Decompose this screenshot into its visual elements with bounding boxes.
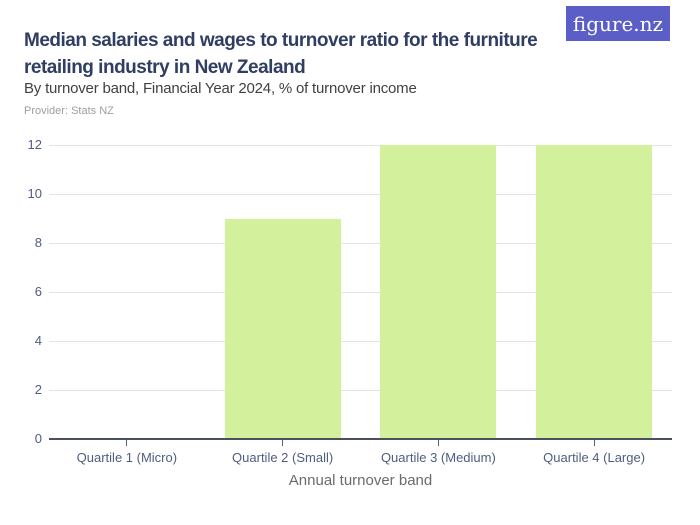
y-tick-label: 0 xyxy=(34,431,42,446)
bar xyxy=(536,145,653,439)
bar xyxy=(224,218,341,439)
x-tick-label: Quartile 3 (Medium) xyxy=(380,450,496,465)
y-tick-label: 8 xyxy=(34,235,42,250)
x-tick-mark xyxy=(126,440,128,446)
bar xyxy=(380,145,497,439)
y-tick-label: 6 xyxy=(34,284,42,299)
chart-title: Median salaries and wages to turnover ra… xyxy=(24,30,538,78)
y-tick-label: 2 xyxy=(34,382,42,397)
figurenz-logo[interactable]: figure.nz xyxy=(566,6,670,41)
grid-line xyxy=(49,389,672,391)
x-tick-label: Quartile 2 (Small) xyxy=(232,450,334,465)
grid-line xyxy=(49,340,672,342)
y-tick-label: 10 xyxy=(27,186,42,201)
x-tick-mark xyxy=(282,440,284,446)
x-tick-label: Quartile 1 (Micro) xyxy=(76,450,178,465)
x-tick-mark xyxy=(437,440,439,446)
grid-line xyxy=(49,291,672,293)
figurenz-logo-text: figure.nz xyxy=(572,11,664,36)
x-axis-title: Annual turnover band xyxy=(288,472,433,489)
chart-subtitle: By turnover band, Financial Year 2024, %… xyxy=(24,80,417,97)
y-tick-label: 12 xyxy=(27,137,42,152)
grid-line xyxy=(49,193,672,195)
chart-provider: Provider: Stats NZ xyxy=(24,105,114,117)
x-tick-label: Quartile 4 (Large) xyxy=(543,450,646,465)
x-tick-mark xyxy=(593,440,595,446)
y-tick-label: 4 xyxy=(34,333,42,348)
grid-line xyxy=(49,242,672,244)
grid-line xyxy=(49,144,672,146)
x-axis-line xyxy=(49,438,672,440)
